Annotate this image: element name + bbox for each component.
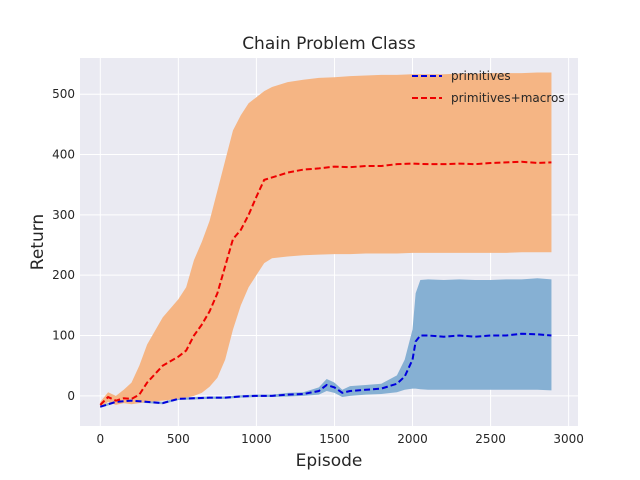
line-primitives-macros bbox=[99, 160, 552, 406]
chart-title: Chain Problem Class bbox=[242, 34, 416, 54]
confidence-bands bbox=[100, 72, 552, 408]
legend-label-primitives: primitives bbox=[451, 69, 511, 83]
x-tick-labels: 0 500 1000 1500 2000 2500 3000 bbox=[96, 432, 583, 446]
line-primitives bbox=[99, 332, 552, 408]
x-tick-label: 3000 bbox=[553, 432, 584, 446]
band-primitives bbox=[100, 278, 552, 408]
band-primitives-macros bbox=[100, 72, 552, 408]
x-tick-label: 1000 bbox=[241, 432, 272, 446]
y-tick-label: 100 bbox=[52, 329, 75, 343]
legend: primitives primitives+macros bbox=[412, 69, 565, 105]
x-tick-label: 0 bbox=[96, 432, 104, 446]
y-tick-labels: 0 100 200 300 400 500 bbox=[52, 87, 75, 403]
series-lines bbox=[99, 160, 552, 408]
x-tick-label: 1500 bbox=[319, 432, 350, 446]
y-axis-title: Return bbox=[28, 214, 48, 270]
y-tick-label: 300 bbox=[52, 208, 75, 222]
y-tick-label: 0 bbox=[67, 389, 75, 403]
legend-label-primitives-macros: primitives+macros bbox=[451, 91, 565, 105]
y-tick-label: 500 bbox=[52, 87, 75, 101]
y-tick-label: 400 bbox=[52, 148, 75, 162]
x-axis-title: Episode bbox=[296, 451, 363, 471]
y-tick-label: 200 bbox=[52, 268, 75, 282]
x-tick-label: 2000 bbox=[397, 432, 428, 446]
x-tick-label: 500 bbox=[167, 432, 190, 446]
x-tick-label: 2500 bbox=[475, 432, 506, 446]
